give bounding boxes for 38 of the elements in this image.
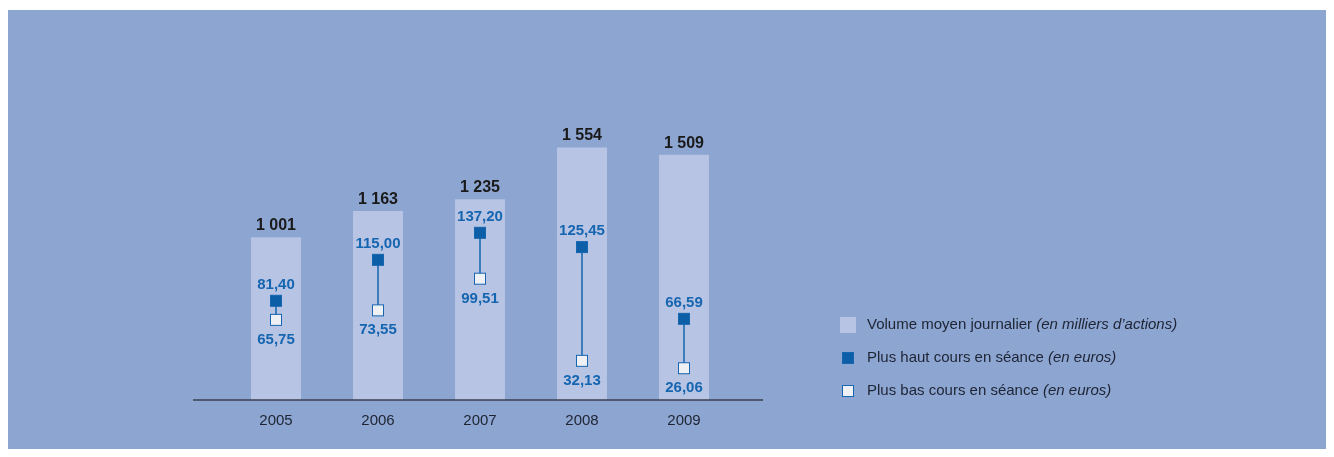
point — [270, 294, 282, 307]
bar — [251, 237, 301, 400]
x-tick-label: 2007 — [463, 411, 497, 428]
data-label: 1 001 — [255, 216, 297, 234]
data-label: 81,40 — [257, 274, 295, 292]
data-label: 65,75 — [257, 329, 295, 347]
data-label: 137,20 — [457, 206, 503, 224]
bar — [353, 211, 403, 400]
point — [678, 312, 690, 325]
data-label: 73,55 — [359, 320, 397, 338]
data-label: 125,45 — [559, 221, 605, 239]
data-label: 32,13 — [563, 370, 601, 388]
legend-label: Plus bas cours en séance (en euros) — [867, 380, 1112, 398]
point — [576, 241, 588, 254]
x-tick-label: 2009 — [667, 411, 701, 428]
data-label: 1 163 — [357, 190, 399, 208]
bar — [659, 154, 709, 400]
point — [678, 362, 690, 375]
bar — [557, 147, 607, 400]
data-label: 1 235 — [459, 178, 501, 196]
point — [372, 253, 384, 266]
data-label: 1 509 — [663, 133, 705, 151]
data-label: 66,59 — [665, 292, 703, 310]
data-label: 1 554 — [561, 126, 603, 144]
point — [270, 313, 282, 326]
data-label: 26,06 — [665, 378, 703, 396]
point — [372, 304, 384, 317]
bar — [455, 199, 505, 400]
data-label: 99,51 — [461, 288, 499, 306]
legend-label: Plus haut cours en séance (en euros) — [867, 347, 1117, 365]
x-tick-label: 2006 — [361, 411, 395, 428]
x-tick-label: 2005 — [259, 411, 293, 428]
point — [474, 272, 486, 285]
legend-label: Volume moyen journalier (en milliers d’actions) — [867, 314, 1178, 332]
data-label: 115,00 — [355, 233, 401, 251]
point — [474, 226, 486, 239]
x-tick-label: 2008 — [565, 411, 599, 428]
point — [576, 354, 588, 367]
